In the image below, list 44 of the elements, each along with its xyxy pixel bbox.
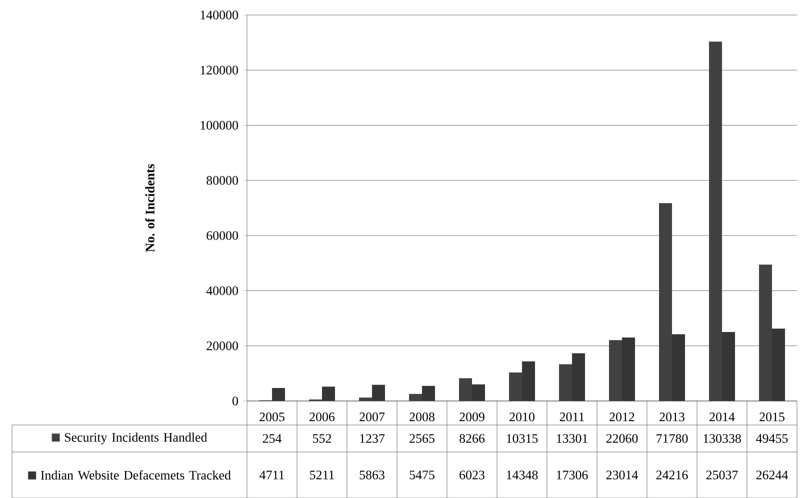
x-tick-label: 2011 (560, 412, 584, 422)
data-label: 26244 (756, 470, 788, 480)
x-tick-label: 2005 (260, 412, 284, 422)
data-label: 5863 (360, 470, 384, 480)
data-label: 6023 (460, 470, 484, 480)
x-tick-label: 2010 (510, 412, 534, 422)
data-label: 49455 (756, 434, 788, 443)
data-label: 552 (313, 434, 332, 443)
x-tick-label: 2015 (760, 412, 784, 422)
x-tick-label: 2013 (660, 412, 684, 422)
y-tick-label: 20000 (206, 341, 238, 350)
data-label: 130338 (704, 434, 741, 443)
data-label: 8266 (460, 434, 485, 443)
data-label: 10315 (506, 434, 538, 443)
y-tick-label: 120000 (200, 66, 238, 74)
data-label: 22060 (606, 434, 638, 443)
y-tick-label: 100000 (200, 120, 238, 130)
legend-label: Security Incidents Handled (64, 432, 208, 444)
x-tick-label: 2007 (360, 412, 385, 422)
x-tick-label: 2009 (460, 412, 484, 422)
y-tick-label: 140000 (200, 10, 238, 20)
x-tick-label: 2012 (610, 412, 634, 422)
x-tick-label: 2006 (310, 412, 335, 422)
y-tick-label: 40000 (206, 286, 238, 296)
data-label: 23014 (606, 470, 638, 480)
data-label: 24216 (656, 470, 688, 480)
data-label: 254 (262, 434, 282, 443)
legend-label: Indian Website Defacemets Tracked (40, 470, 231, 480)
data-label: 17306 (556, 470, 588, 480)
data-label: 25037 (706, 470, 738, 480)
data-label: 2565 (410, 434, 434, 443)
y-tick-label: 0 (232, 396, 238, 406)
data-label: 13301 (556, 434, 588, 443)
data-label: 5475 (410, 470, 434, 480)
data-label: 5211 (310, 470, 334, 480)
data-label: 1237 (360, 434, 385, 443)
data-label: 4711 (260, 470, 284, 480)
y-tick-label: 60000 (206, 231, 238, 240)
data-label: 71780 (656, 434, 688, 443)
x-tick-label: 2008 (410, 412, 434, 422)
y-tick-label: 80000 (206, 176, 238, 185)
y-axis-title: No. of Incidents (145, 164, 154, 252)
x-tick-label: 2014 (710, 412, 735, 422)
data-label: 14348 (506, 470, 538, 480)
